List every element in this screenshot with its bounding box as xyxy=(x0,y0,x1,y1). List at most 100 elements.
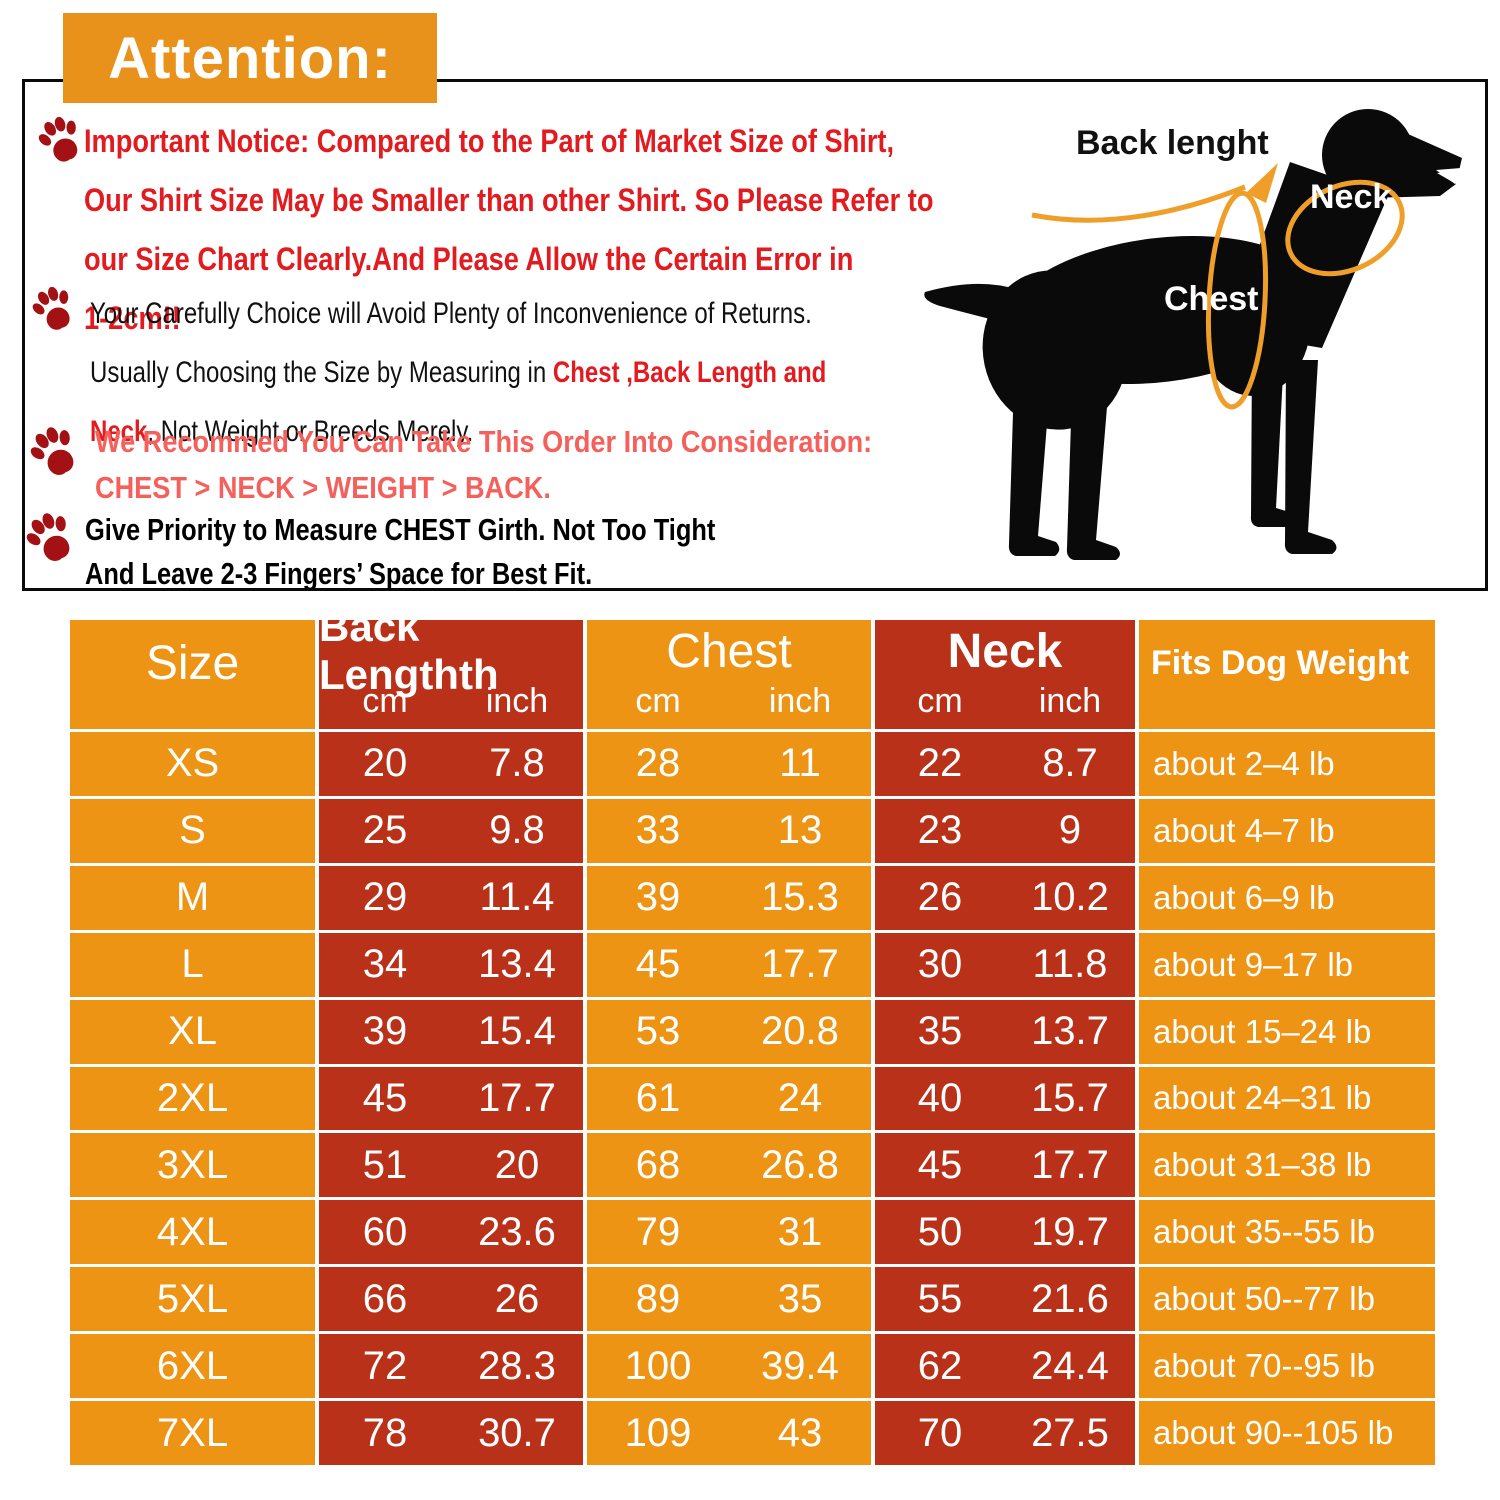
col-header-neck: Neck cm inch xyxy=(875,620,1135,729)
notice-text-segment: Give Priority to Measure CHEST Girth. No… xyxy=(85,512,716,591)
neck-girth-ellipse xyxy=(1285,179,1405,277)
attention-title: Attention: xyxy=(108,25,392,91)
back-length-cell: 45 17.7 xyxy=(319,1066,583,1131)
chest-cell: 100 39.4 xyxy=(587,1334,871,1399)
notice-paragraph-priority: Give Priority to Measure CHEST Girth. No… xyxy=(85,508,715,596)
chest-cell: 45 17.7 xyxy=(587,932,871,997)
notice-text-segment: Important Notice: Compared to the Part o… xyxy=(84,123,934,336)
weight-cell: about 50--77 lb xyxy=(1139,1267,1435,1332)
size-cell: XS xyxy=(70,732,315,796)
paw-icon xyxy=(32,286,70,330)
col-header-weight: Fits Dog Weight xyxy=(1139,620,1435,729)
weight-cell: about 31–38 lb xyxy=(1139,1133,1435,1198)
col-header-back-label: Back Lengthth xyxy=(319,620,499,698)
back-length-cell: 20 7.8 xyxy=(319,732,583,796)
chest-cell: 33 13 xyxy=(587,798,871,863)
back-length-cell: 51 20 xyxy=(319,1133,583,1198)
dog-silhouette xyxy=(924,109,1462,560)
chest-cell: 28 11 xyxy=(587,732,871,796)
col-header-chest: Chest cm inch xyxy=(587,620,871,729)
chest-cell: 39 15.3 xyxy=(587,865,871,930)
weight-cell: about 9–17 lb xyxy=(1139,932,1435,997)
notice-text-segment: Chest ,Back Length and Neck xyxy=(90,356,827,448)
weight-cell: about 4–7 lb xyxy=(1139,798,1435,863)
notice-text-segment: Your Carefully Choice will Avoid Plenty … xyxy=(90,297,812,389)
unit-cm-label: cm xyxy=(362,682,408,720)
dog-body xyxy=(924,109,1462,560)
back-length-cell: 29 11.4 xyxy=(319,865,583,930)
back-length-cell: 39 15.4 xyxy=(319,999,583,1064)
neck-cell: 35 13.7 xyxy=(875,999,1135,1064)
weight-cell: about 24–31 lb xyxy=(1139,1066,1435,1131)
size-table: Size Back Lengthth cm inch Chest cm inch… xyxy=(70,620,1435,1465)
notice-paragraph-important: Important Notice: Compared to the Part o… xyxy=(84,112,933,348)
notice-paragraph-recommend: We Recommed You Can Take This Order Into… xyxy=(95,419,872,511)
chest-cell: 79 31 xyxy=(587,1200,871,1265)
neck-cell: 23 9 xyxy=(875,798,1135,863)
notice-text-segment: , Not Weight or Breeds Merely. xyxy=(147,415,474,448)
attention-banner: Attention: xyxy=(63,13,437,103)
back-length-cell: 25 9.8 xyxy=(319,798,583,863)
weight-cell: about 70--95 lb xyxy=(1139,1334,1435,1399)
size-cell: L xyxy=(70,932,315,997)
col-header-back-length: Back Lengthth cm inch xyxy=(319,620,583,729)
weight-cell: about 15–24 lb xyxy=(1139,999,1435,1064)
chest-cell: 61 24 xyxy=(587,1066,871,1131)
size-cell: 2XL xyxy=(70,1066,315,1131)
notice-border-box xyxy=(22,79,1488,591)
neck-cell: 45 17.7 xyxy=(875,1133,1135,1198)
unit-cm-label: cm xyxy=(917,682,963,720)
col-header-chest-label: Chest xyxy=(666,624,792,678)
size-cell: 4XL xyxy=(70,1200,315,1265)
notice-paragraph-choice: Your Carefully Choice will Avoid Plenty … xyxy=(90,284,826,461)
back-length-arrowhead xyxy=(1246,163,1278,203)
col-header-size: Size xyxy=(70,620,315,729)
neck-cell: 50 19.7 xyxy=(875,1200,1135,1265)
back-length-cell: 78 30.7 xyxy=(319,1401,583,1465)
neck-cell: 62 24.4 xyxy=(875,1334,1135,1399)
size-cell: 5XL xyxy=(70,1267,315,1332)
col-header-size-label: Size xyxy=(145,637,240,690)
weight-cell: about 90--105 lb xyxy=(1139,1401,1435,1465)
back-length-cell: 60 23.6 xyxy=(319,1200,583,1265)
dog-mouth-notch xyxy=(1436,168,1461,184)
back-length-arc xyxy=(1031,184,1246,223)
chest-label: Chest xyxy=(1164,280,1259,318)
neck-cell: 70 27.5 xyxy=(875,1401,1135,1465)
neck-cell: 22 8.7 xyxy=(875,732,1135,796)
chest-cell: 68 26.8 xyxy=(587,1133,871,1198)
col-header-neck-label: Neck xyxy=(947,624,1063,678)
notice-text-segment: We Recommed You Can Take This Order Into… xyxy=(95,424,873,505)
size-cell: 6XL xyxy=(70,1334,315,1399)
size-cell: 7XL xyxy=(70,1401,315,1465)
size-cell: 3XL xyxy=(70,1133,315,1198)
paw-icon xyxy=(26,513,70,561)
chest-cell: 89 35 xyxy=(587,1267,871,1332)
back-length-cell: 34 13.4 xyxy=(319,932,583,997)
unit-inch-label: inch xyxy=(768,682,832,720)
chest-girth-ellipse xyxy=(1205,190,1269,410)
size-cell: S xyxy=(70,798,315,863)
weight-cell: about 2–4 lb xyxy=(1139,732,1435,796)
neck-cell: 55 21.6 xyxy=(875,1267,1135,1332)
neck-cell: 40 15.7 xyxy=(875,1066,1135,1131)
size-cell: M xyxy=(70,865,315,930)
back-length-label: Back lenght xyxy=(1076,124,1269,162)
unit-inch-label: inch xyxy=(1038,682,1102,720)
back-length-cell: 66 26 xyxy=(319,1267,583,1332)
neck-cell: 26 10.2 xyxy=(875,865,1135,930)
col-header-weight-label: Fits Dog Weight xyxy=(1151,644,1410,682)
weight-cell: about 6–9 lb xyxy=(1139,865,1435,930)
unit-inch-label: inch xyxy=(485,682,549,720)
unit-cm-label: cm xyxy=(635,682,681,720)
back-length-cell: 72 28.3 xyxy=(319,1334,583,1399)
weight-cell: about 35--55 lb xyxy=(1139,1200,1435,1265)
chest-cell: 109 43 xyxy=(587,1401,871,1465)
neck-label: Neck xyxy=(1310,178,1392,216)
chest-cell: 53 20.8 xyxy=(587,999,871,1064)
size-cell: XL xyxy=(70,999,315,1064)
paw-icon xyxy=(30,427,74,475)
neck-cell: 30 11.8 xyxy=(875,932,1135,997)
measurement-lines xyxy=(1031,179,1405,410)
